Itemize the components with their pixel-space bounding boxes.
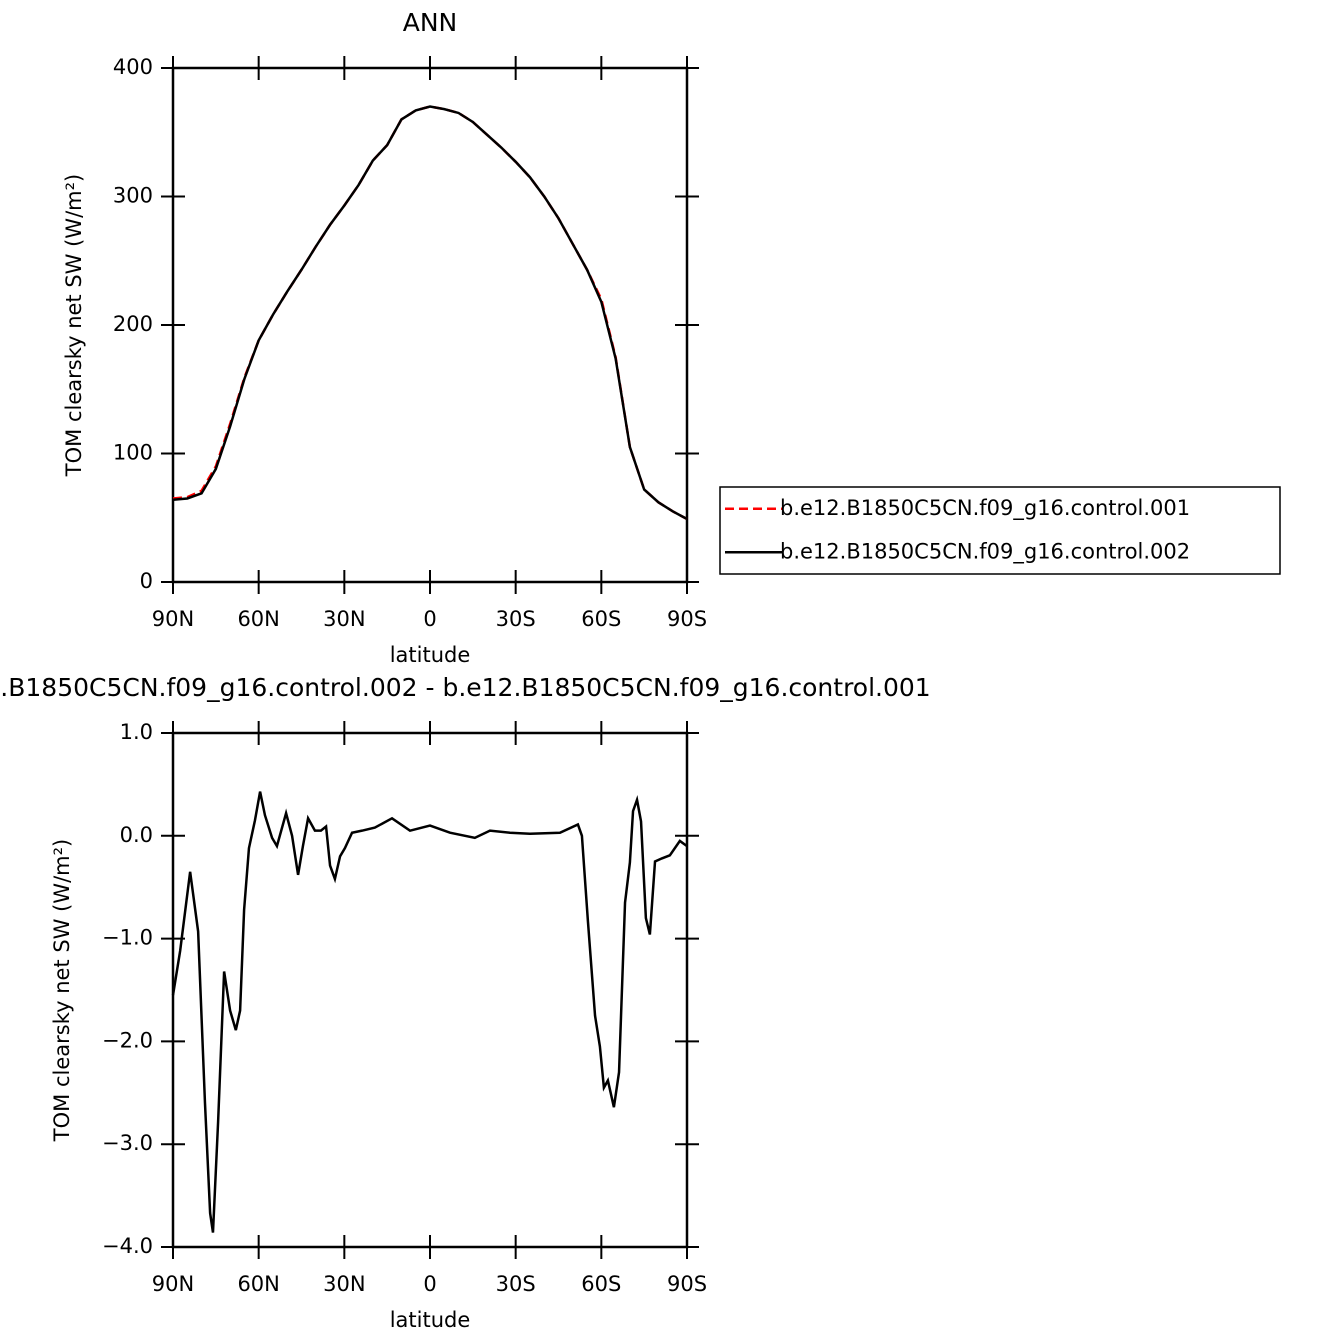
x-axis-label: latitude: [390, 643, 471, 667]
y-tick-label: −3.0: [102, 1131, 153, 1155]
x-tick-label: 0: [423, 607, 436, 631]
y-tick-label: −2.0: [102, 1028, 153, 1052]
legend-label: b.e12.B1850C5CN.f09_g16.control.001: [780, 496, 1190, 521]
y-tick-label: 0: [140, 569, 153, 593]
data-line: [171, 791, 688, 1233]
x-tick-label: 30S: [496, 1272, 536, 1296]
y-tick-label: −4.0: [102, 1234, 153, 1258]
data-line: [172, 105, 688, 521]
x-tick-label: 60N: [237, 1272, 279, 1296]
y-tick-label: 1.0: [120, 720, 153, 744]
plot-frame: [171, 731, 689, 1249]
x-axis-label: latitude: [390, 1308, 471, 1332]
x-tick-label: 0: [423, 1272, 436, 1296]
y-tick-label: 400: [113, 55, 153, 79]
chart-title: b.e12.B1850C5CN.f09_g16.control.002 - b.…: [0, 673, 931, 702]
y-axis-label: TOM clearsky net SW (W/m²): [62, 174, 86, 477]
y-tick-label: 0.0: [120, 823, 153, 847]
legend-label: b.e12.B1850C5CN.f09_g16.control.002: [780, 539, 1190, 564]
x-tick-label: 90S: [667, 607, 707, 631]
x-tick-label: 60N: [237, 607, 279, 631]
x-tick-label: 90N: [152, 1272, 194, 1296]
x-tick-label: 90N: [152, 607, 194, 631]
data-line: [172, 105, 688, 521]
legend-box: [719, 486, 1281, 575]
x-tick-label: 30N: [323, 607, 365, 631]
y-tick-label: −1.0: [102, 926, 153, 950]
chart-title: ANN: [403, 8, 458, 37]
x-tick-label: 30S: [496, 607, 536, 631]
y-tick-label: 300: [113, 184, 153, 208]
plot-frame: [171, 66, 689, 584]
x-tick-label: 60S: [581, 1272, 621, 1296]
x-tick-label: 60S: [581, 607, 621, 631]
y-axis-label: TOM clearsky net SW (W/m²): [50, 839, 74, 1142]
x-tick-label: 30N: [323, 1272, 365, 1296]
x-tick-label: 90S: [667, 1272, 707, 1296]
y-tick-label: 200: [113, 312, 153, 336]
y-tick-label: 100: [113, 441, 153, 465]
